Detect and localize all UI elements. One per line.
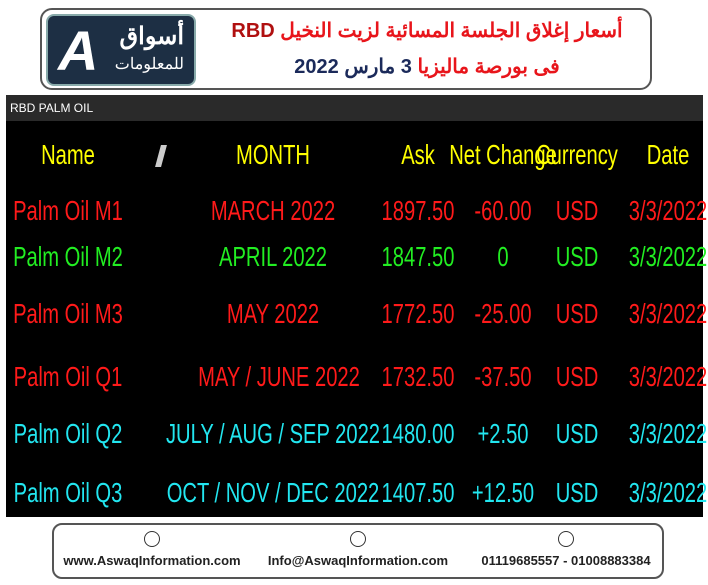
table-cell: USD [555, 418, 599, 449]
table-cell: USD [555, 361, 599, 392]
table-cell: Palm Oil Q3 [13, 477, 123, 508]
table-cell: 3/3/2022 [628, 298, 708, 329]
pencil-icon [155, 145, 167, 167]
table-cell: USD [555, 298, 599, 329]
email: Info@AswaqInformation.com [267, 553, 449, 568]
footer: www.AswaqInformation.com Info@AswaqInfor… [52, 523, 664, 579]
table-cell: OCT / NOV / DEC 2022 [166, 477, 380, 508]
quote-table: RBD PALM OIL Name MONTH Ask Net Change Curre… [6, 95, 707, 517]
table-cell: MAY 2022 [226, 298, 320, 329]
table-cell: Palm Oil Q1 [13, 361, 123, 392]
column-header: Date [646, 139, 690, 170]
table-cell: MARCH 2022 [210, 195, 336, 226]
table-cell: 3/3/2022 [628, 477, 708, 508]
web-icon [144, 531, 160, 547]
table-cell: 1732.50 [381, 361, 455, 392]
table-cell: MAY / JUNE 2022 [198, 361, 360, 392]
table-cell: Palm Oil M3 [13, 298, 123, 329]
logo-text: أسواق [119, 23, 184, 50]
table-cell: USD [555, 477, 599, 508]
header: A أسواق للمعلومات أسعار إغلاق الجلسة الم… [40, 8, 652, 90]
table-cell: -37.50 [474, 361, 532, 392]
table-cell: Palm Oil M2 [13, 241, 123, 272]
table-cell: +2.50 [477, 418, 529, 449]
subtitle-text: فى بورصة ماليزيا [417, 56, 560, 78]
table-cell: Palm Oil Q2 [13, 418, 123, 449]
column-header: Name [41, 139, 95, 170]
mail-icon [350, 531, 366, 547]
website: www.AswaqInformation.com [63, 553, 241, 568]
table-cell: 3/3/2022 [628, 361, 708, 392]
title-text: أسعار إغلاق الجلسة المسائية لزيت النخيل [280, 20, 623, 42]
table-cell: USD [555, 195, 599, 226]
logo: A أسواق للمعلومات [46, 14, 196, 86]
table-cell: 3/3/2022 [628, 418, 708, 449]
subtitle-text: 3 مارس 2022 [294, 56, 412, 78]
table-cell: -60.00 [474, 195, 532, 226]
column-header: Ask [401, 139, 435, 170]
table-cell: 1407.50 [381, 477, 455, 508]
table-cell: +12.50 [471, 477, 535, 508]
table-cell: 3/3/2022 [628, 241, 708, 272]
logo-text: للمعلومات [114, 56, 184, 73]
table-cell: 1772.50 [381, 298, 455, 329]
table-cell: -25.00 [474, 298, 532, 329]
subtitle: فى بورصة ماليزيا 3 مارس 2022 [212, 54, 642, 79]
table-cell: APRIL 2022 [219, 241, 327, 272]
table-cell: Palm Oil M1 [13, 195, 123, 226]
table-cell: 1480.00 [381, 418, 455, 449]
table-cell: JULY / AUG / SEP 2022 [165, 418, 381, 449]
title: أسعار إغلاق الجلسة المسائية لزيت النخيل … [212, 18, 642, 43]
logo-letter: A [58, 19, 99, 82]
table-label: RBD PALM OIL [6, 95, 703, 121]
table-cell: 1897.50 [381, 195, 455, 226]
phone-icon [558, 531, 574, 547]
table-cell: USD [555, 241, 599, 272]
column-header: Net Change [449, 139, 557, 170]
title-text: RBD [231, 20, 275, 42]
column-header: MONTH [236, 139, 310, 170]
table-cell: 3/3/2022 [628, 195, 708, 226]
table-cell: 1847.50 [381, 241, 455, 272]
phone: 01119685557 - 01008883384 [481, 553, 651, 568]
table-cell: 0 [497, 241, 509, 272]
column-header: Currency [536, 139, 618, 170]
